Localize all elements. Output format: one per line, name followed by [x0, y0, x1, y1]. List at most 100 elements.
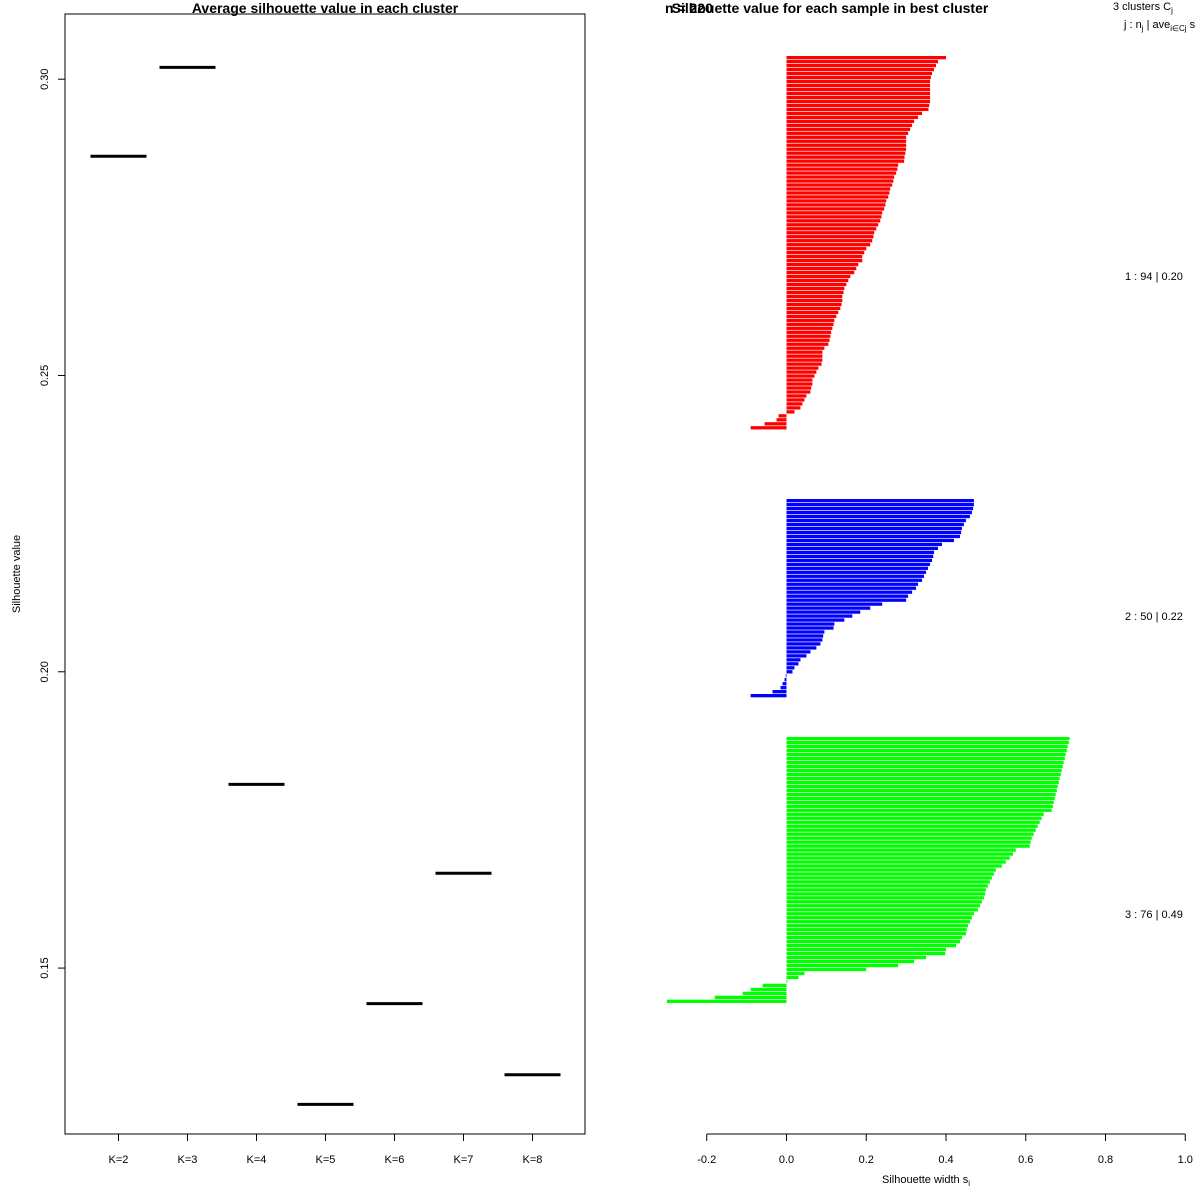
- cluster-3-sample-bar: [786, 784, 1058, 789]
- cluster-2-sample-bar: [786, 594, 909, 598]
- cluster-3-sample-bar: [786, 900, 982, 904]
- cluster-1-sample-bar: [786, 394, 807, 398]
- cluster-3-sample-bar: [786, 840, 1031, 844]
- cluster-1-sample-bar: [786, 191, 890, 195]
- cluster-1-sample-bar: [786, 131, 909, 135]
- cluster-2-sample-bar: [784, 678, 787, 682]
- cluster-1-sample-bar: [786, 251, 865, 255]
- right-x-axis: -0.2 0.0 0.2 0.4 0.6 0.8 1.0: [697, 1133, 1193, 1166]
- cluster-1-sample-bar: [786, 135, 907, 139]
- cluster-1-sample-bar: [786, 370, 817, 374]
- cluster-1-sample-bar: [786, 59, 939, 64]
- cluster-2-sample-bar: [785, 674, 787, 678]
- cluster-1-sample-bar: [786, 390, 811, 394]
- cluster-1-sample-bar: [786, 107, 929, 112]
- cluster-3-sample-bar: [786, 844, 1030, 848]
- right-x-axis-label-text: Silhouette width s: [882, 1174, 969, 1186]
- right-x-tick-label: 0.6: [1018, 1154, 1033, 1166]
- cluster-1-sample-bar: [786, 187, 891, 191]
- cluster-3-sample-bar: [786, 816, 1042, 820]
- left-y-tick-label: 0.20: [39, 661, 51, 682]
- cluster-3-sample-bar: [786, 936, 962, 940]
- cluster-1-sample-bar: [764, 422, 787, 426]
- cluster-1-sample-bar: [786, 374, 815, 378]
- cluster-3-sample-bar: [786, 792, 1056, 797]
- cluster-2-sample-bar: [786, 522, 964, 527]
- cluster-3-sample-bar: [786, 959, 915, 964]
- cluster-1-sample-bar: [786, 338, 830, 342]
- cluster-2-sample-bar: [786, 550, 935, 555]
- legend-header-2-c: s: [1187, 19, 1196, 31]
- legend-header-1-sub: j: [1170, 6, 1173, 15]
- cluster-1-sample-bar: [786, 215, 882, 219]
- cluster-1-sample-bar: [778, 414, 787, 418]
- cluster-3-sample-bar: [786, 848, 1016, 852]
- cluster-2-sample-bar: [786, 670, 793, 674]
- cluster-1-sample-bar: [786, 143, 907, 147]
- left-x-axis: K=2 K=3 K=4 K=5 K=6 K=7 K=8: [109, 1134, 542, 1166]
- right-x-tick-label: 0.2: [859, 1154, 874, 1166]
- right-x-tick-label: 1.0: [1178, 1154, 1193, 1166]
- legend-cluster-3: 3 : 76 | 0.49: [1125, 909, 1183, 921]
- cluster-1-sample-bar: [786, 99, 931, 104]
- right-x-axis-label-sub: i: [968, 1179, 970, 1188]
- avg-silhouette-panel: Average silhouette value in each cluster…: [11, 0, 586, 1166]
- cluster-3-sample-bar: [786, 776, 1060, 781]
- left-x-tick-label: K=5: [316, 1154, 336, 1166]
- cluster-1-sample-bar: [786, 270, 855, 275]
- left-x-tick-label: K=7: [454, 1154, 474, 1166]
- cluster-3-sample-bar: [786, 832, 1034, 836]
- cluster-1-sample-bar: [786, 123, 913, 127]
- cluster-1-sample-bar: [786, 282, 847, 287]
- cluster-3-sample-bar: [786, 939, 960, 944]
- legend-header-2: j : nj | avei∈Cj s: [1123, 19, 1196, 33]
- cluster-1-sample-bar: [786, 239, 873, 243]
- cluster-2-sample-bar: [750, 694, 787, 698]
- cluster-3-sample-bar: [786, 796, 1055, 800]
- cluster-2-sample-bar: [786, 630, 825, 634]
- cluster-1-sample-bar: [786, 103, 930, 108]
- cluster-1-sample-bar: [786, 235, 874, 239]
- cluster-1-sample-bar: [786, 67, 935, 72]
- cluster-2-sample-bar: [772, 690, 787, 694]
- right-x-tick-label: -0.2: [697, 1154, 716, 1166]
- cluster-1-sample-bar: [786, 258, 863, 263]
- cluster-2-sample-bar: [786, 562, 931, 566]
- cluster-1-sample-bar: [786, 183, 893, 187]
- cluster-1-sample-bar: [786, 247, 867, 251]
- cluster-3-sample-bar: [786, 896, 984, 900]
- cluster-3-sample-bar: [786, 800, 1054, 804]
- cluster-1-sample-bar: [786, 56, 946, 60]
- cluster-1-sample-bar: [786, 378, 813, 382]
- cluster-2-sample-bar: [786, 650, 811, 654]
- left-y-tick-label: 0.30: [39, 68, 51, 89]
- cluster-3-sample-bar: [786, 876, 992, 880]
- cluster-2-sample-bar: [782, 682, 787, 686]
- cluster-1-sample-bar: [786, 306, 841, 311]
- legend-header-2-sub1: j: [1141, 24, 1144, 33]
- cluster-3-sample-bar: [786, 928, 967, 932]
- cluster-1-sample-bar: [786, 274, 851, 279]
- left-y-axis: 0.15 0.20 0.25 0.30: [39, 68, 65, 979]
- cluster-2-sample-bar: [786, 642, 821, 646]
- cluster-3-sample-bar: [786, 740, 1069, 745]
- cluster-3-sample-bar: [786, 884, 988, 888]
- cluster-1-sample-bar: [786, 163, 899, 167]
- cluster-1-sample-bar: [786, 203, 886, 207]
- cluster-2-sample-bar: [786, 654, 807, 658]
- cluster-1-sample-bar: [786, 310, 839, 315]
- cluster-1-sample-bar: [776, 418, 787, 422]
- cluster-3-sample-bar: [786, 955, 927, 960]
- cluster-3-sample-bar: [786, 920, 970, 924]
- legend-header-1-text: 3 clusters C: [1113, 1, 1171, 13]
- cluster-3-sample-bar: [786, 868, 996, 872]
- cluster-1-sample-bar: [786, 354, 823, 358]
- cluster-2-sample-bar: [786, 646, 817, 650]
- cluster-1-sample-bar: [786, 294, 843, 299]
- left-x-tick-label: K=4: [247, 1154, 267, 1166]
- cluster-1-sample-bar: [786, 410, 795, 414]
- legend-cluster-2: 2 : 50 | 0.22: [1125, 611, 1183, 623]
- cluster-1-sample-bar: [786, 255, 863, 259]
- left-y-axis-label: Silhouette value: [11, 535, 23, 613]
- cluster-3-sample-bar: [786, 852, 1013, 856]
